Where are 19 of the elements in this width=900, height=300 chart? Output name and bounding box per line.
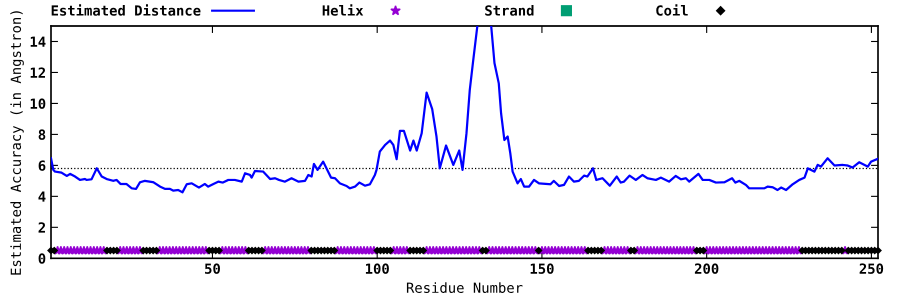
y-tick-label: 2 <box>38 222 45 233</box>
y-tick-label: 8 <box>38 129 46 140</box>
y-tick-label: 6 <box>38 160 46 171</box>
x-tick-label: 250 <box>860 263 884 274</box>
y-tick-label: 12 <box>30 67 45 78</box>
x-tick-label: 200 <box>694 263 718 274</box>
legend-label: Coil <box>656 4 688 16</box>
x-tick-label: 150 <box>530 263 554 274</box>
x-tick-label: 100 <box>366 263 389 274</box>
y-axis-title: Estimated Accuracy (in Angstron) <box>10 11 24 275</box>
x-tick-label: 50 <box>205 263 220 274</box>
legend-label: Helix <box>322 4 364 16</box>
y-tick-label: 0 <box>38 253 46 264</box>
legend-label: Estimated Distance <box>52 4 200 16</box>
legend-label: Strand <box>485 5 534 16</box>
y-tick-label: 14 <box>30 36 46 47</box>
y-tick-label: 10 <box>30 98 46 109</box>
x-axis-title: Residue Number <box>406 282 523 293</box>
y-tick-label: 4 <box>38 192 46 202</box>
